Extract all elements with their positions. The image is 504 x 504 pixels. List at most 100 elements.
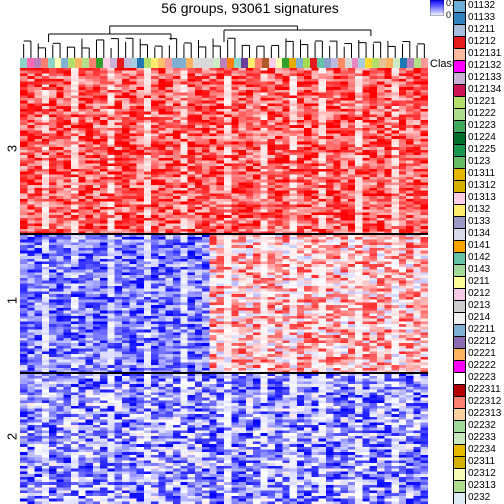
legend-label: 01212: [468, 37, 496, 47]
legend-label: 0123: [468, 157, 490, 167]
legend-item: 02313: [453, 480, 501, 492]
class-swatch: [75, 58, 82, 68]
legend-item: 0232: [453, 492, 501, 504]
class-swatch: [248, 58, 255, 68]
class-swatch: [358, 58, 365, 68]
dendrogram: [20, 18, 428, 58]
class-swatch: [103, 58, 110, 68]
legend-label: 022313: [468, 409, 501, 419]
legend-item: 02221: [453, 348, 501, 360]
class-swatch: [124, 58, 131, 68]
class-swatch: [131, 58, 138, 68]
row-section-label: 3: [5, 138, 20, 158]
heatmap: [20, 68, 428, 504]
legend-item: 01225: [453, 144, 501, 156]
legend-label: 01312: [468, 181, 496, 191]
class-swatch: [96, 58, 103, 68]
class-swatch: [241, 58, 248, 68]
legend-label: 02211: [468, 325, 495, 335]
legend-label: 02221: [468, 349, 496, 359]
class-swatch: [227, 58, 234, 68]
legend-label: 012131: [468, 49, 501, 59]
legend-label: 02311: [468, 457, 495, 467]
legend-item: 01223: [453, 120, 501, 132]
class-swatch: [324, 58, 331, 68]
class-swatch: [220, 58, 227, 68]
legend-label: 01221: [468, 97, 496, 107]
legend-item: 0123: [453, 156, 501, 168]
legend-item: 02211: [453, 324, 501, 336]
legend-item: 012132: [453, 60, 501, 72]
legend-item: 01313: [453, 192, 501, 204]
class-swatch: [296, 58, 303, 68]
legend-label: 0141: [468, 241, 490, 251]
legend-label: 01225: [468, 145, 496, 155]
legend-item: 0143: [453, 264, 501, 276]
class-swatch: [276, 58, 283, 68]
class-swatch: [137, 58, 144, 68]
class-swatch: [151, 58, 158, 68]
legend-item: 01311: [453, 168, 501, 180]
legend-label: 0213: [468, 301, 490, 311]
class-swatch: [372, 58, 379, 68]
legend-label: 022311: [468, 385, 501, 395]
legend-item: 01221: [453, 96, 501, 108]
class-swatch: [289, 58, 296, 68]
class-swatch: [379, 58, 386, 68]
legend-label: 0133: [468, 217, 490, 227]
legend-label: 02223: [468, 373, 496, 383]
legend-label: 0214: [468, 313, 490, 323]
legend-item: 02233: [453, 432, 501, 444]
legend-item: 02223: [453, 372, 501, 384]
legend-item: 01222: [453, 108, 501, 120]
class-swatch: [269, 58, 276, 68]
row-section-label: 1: [5, 291, 20, 311]
class-swatch: [407, 58, 414, 68]
class-swatch: [55, 58, 62, 68]
class-swatch: [213, 58, 220, 68]
legend-label: 0232: [468, 493, 490, 503]
class-swatch: [352, 58, 359, 68]
row-divider: [20, 372, 428, 374]
legend-item: 02312: [453, 468, 501, 480]
class-swatch: [27, 58, 34, 68]
class-swatch: [48, 58, 55, 68]
class-swatch: [61, 58, 68, 68]
legend-item: 022311: [453, 384, 501, 396]
legend-item: 012131: [453, 48, 501, 60]
class-swatch: [303, 58, 310, 68]
legend-item: 022312: [453, 396, 501, 408]
legend-item: 022313: [453, 408, 501, 420]
class-swatch: [393, 58, 400, 68]
legend-label: 01132: [468, 1, 495, 11]
class-swatch: [110, 58, 117, 68]
class-swatch: [165, 58, 172, 68]
legend-label: 022312: [468, 397, 501, 407]
class-swatch: [117, 58, 124, 68]
class-swatch: [338, 58, 345, 68]
legend-label: 02312: [468, 469, 496, 479]
class-swatch: [386, 58, 393, 68]
class-swatch: [234, 58, 241, 68]
legend-item: 02311: [453, 456, 501, 468]
class-swatch: [89, 58, 96, 68]
legend-label: 0132: [468, 205, 490, 215]
class-swatch: [331, 58, 338, 68]
legend-item: 02232: [453, 420, 501, 432]
class-swatch: [68, 58, 75, 68]
legend-label: 0134: [468, 229, 490, 239]
legend-item: 0213: [453, 300, 501, 312]
legend-item: 0142: [453, 252, 501, 264]
legend-item: 0133: [453, 216, 501, 228]
legend-label: 02233: [468, 433, 496, 443]
legend-label: 02222: [468, 361, 496, 371]
legend-label: 01313: [468, 193, 496, 203]
legend-label: 012134: [468, 85, 501, 95]
class-swatch: [144, 58, 151, 68]
legend-item: 01133: [453, 12, 501, 24]
legend-item: 01212: [453, 36, 501, 48]
legend-item: 01211: [453, 24, 501, 36]
legend-label: 02234: [468, 445, 496, 455]
legend-item: 012134: [453, 84, 501, 96]
legend-label: 02313: [468, 481, 496, 491]
